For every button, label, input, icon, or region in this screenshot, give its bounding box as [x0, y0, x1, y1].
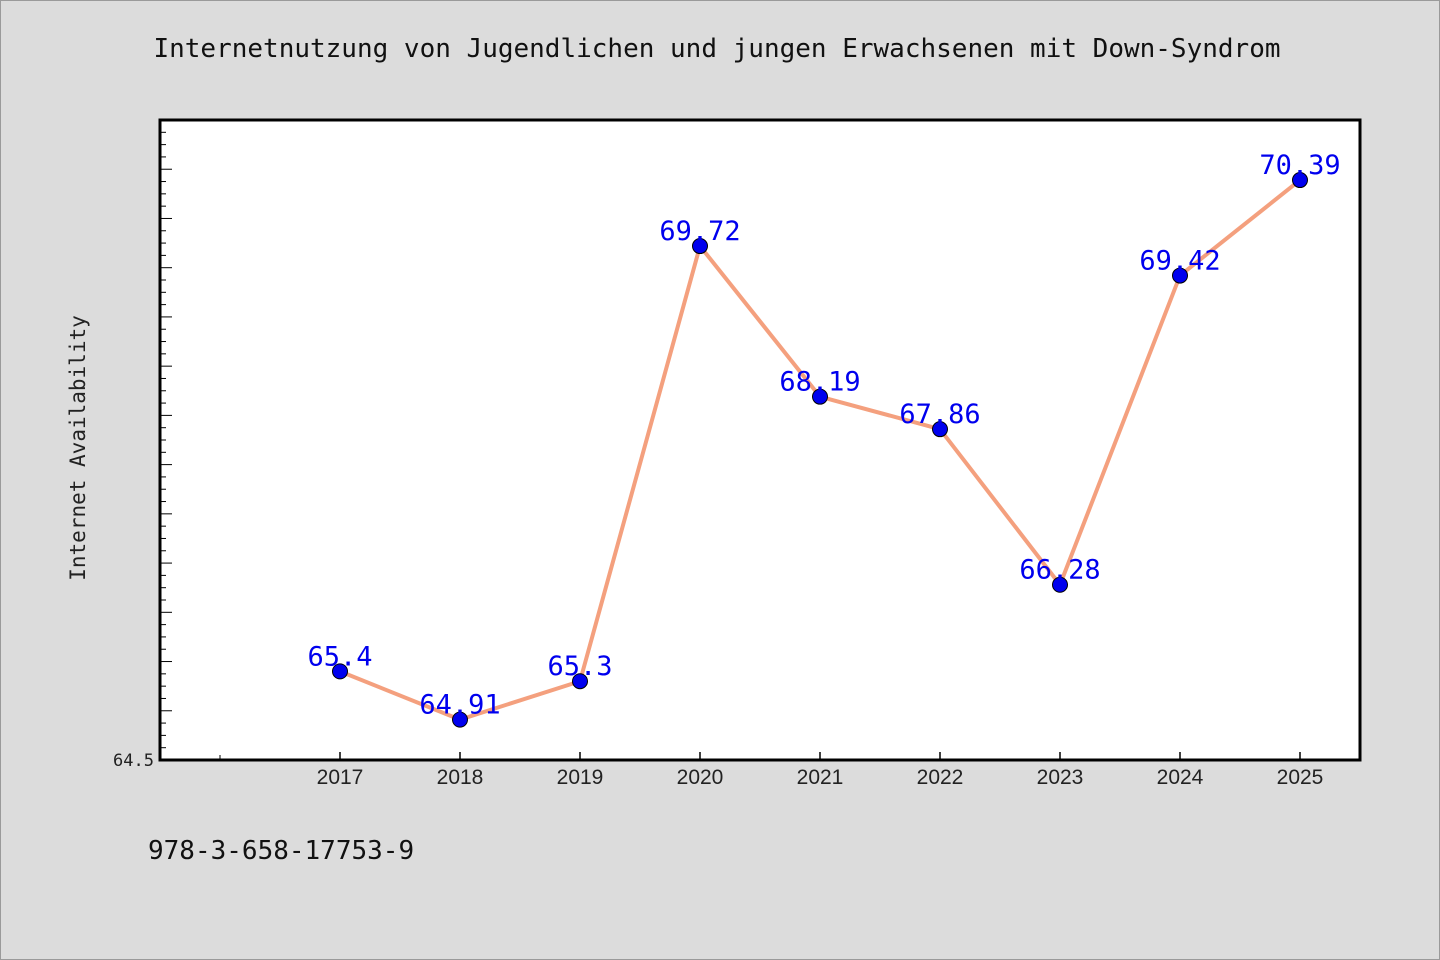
x-tick-label: 2018 [437, 766, 484, 789]
data-point [572, 673, 588, 690]
data-point [1172, 267, 1188, 284]
data-label: 69.42 [1139, 246, 1220, 277]
data-label: 66.28 [1019, 555, 1100, 586]
data-label: 65.3 [547, 651, 612, 682]
x-axis-ticks: 2017 2018 2019 2020 2021 2022 2023 2024 2025 [219, 752, 1324, 789]
data-label: 70.39 [1259, 150, 1340, 181]
data-label: 67.86 [899, 399, 980, 430]
data-label: 64.91 [419, 690, 500, 721]
x-tick-label: 2017 [317, 766, 364, 789]
x-tick-label: 2025 [1277, 766, 1324, 789]
x-tick-label: 2023 [1037, 766, 1084, 789]
data-point [812, 388, 828, 405]
plot-area [158, 118, 1362, 762]
footer-isbn: 978-3-658-17753-9 [148, 836, 415, 866]
data-point [1052, 576, 1068, 593]
chart-title: Internetnutzung von Jugendlichen und jun… [153, 34, 1281, 64]
series-markers [332, 172, 1308, 728]
y-axis-ticks: 64.5 [113, 119, 172, 771]
x-tick-label: 2021 [797, 766, 844, 789]
data-point [692, 238, 708, 255]
x-tick-label: 2019 [557, 766, 604, 789]
x-tick-label: 2020 [677, 766, 724, 789]
data-point [932, 421, 948, 438]
data-label: 69.72 [659, 216, 740, 247]
data-point [1292, 172, 1308, 189]
data-labels: 65.4 64.91 65.3 69.72 68.19 67.86 66.28 69.42 70… [307, 150, 1340, 721]
x-tick-label: 2024 [1157, 766, 1204, 789]
data-label: 65.4 [307, 641, 372, 672]
y-tick-label: 64.5 [113, 751, 154, 771]
data-point [452, 711, 468, 728]
data-point [332, 663, 348, 680]
data-label: 68.19 [779, 367, 860, 398]
x-tick-label: 2022 [917, 766, 964, 789]
